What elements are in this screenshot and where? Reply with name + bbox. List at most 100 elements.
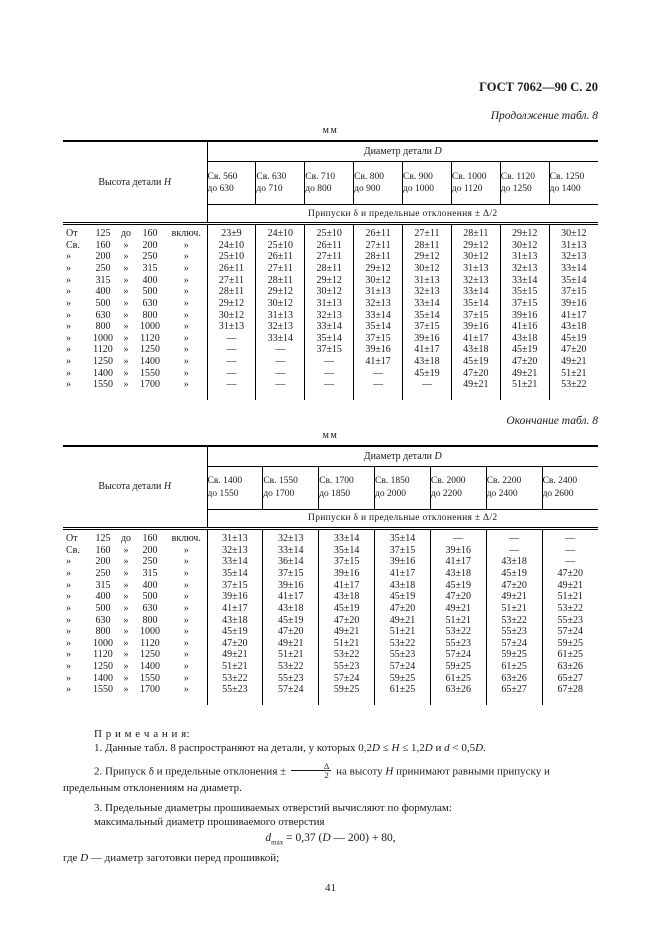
text-run: принимают равными припуску и предельным … xyxy=(63,765,550,794)
row-label-part: » xyxy=(66,321,71,333)
value-cell: 29±12 xyxy=(499,223,550,240)
value-cell: 65±27 xyxy=(485,684,543,696)
value-cell: 53±22 xyxy=(206,672,263,685)
text-run: максимальный диаметр прошиваемого отверс… xyxy=(94,816,325,829)
row-label-grid: » 1120 » 1250 » xyxy=(63,649,207,661)
value-cell: 37±15 xyxy=(450,309,501,322)
value-cell: 37±15 xyxy=(318,556,375,568)
value-cell: 47±20 xyxy=(485,579,543,592)
value-cell: 24±10 xyxy=(206,239,256,252)
value-cell: 45±19 xyxy=(402,367,452,380)
value-cell: 51±21 xyxy=(318,637,375,650)
height-column-header: Высота детали H xyxy=(63,141,208,225)
row-label-part: » xyxy=(183,661,189,673)
row-label-part: 500 xyxy=(142,591,158,603)
row-label-part: » xyxy=(66,356,71,368)
row-label-part: » xyxy=(183,262,189,274)
table-header-row-1: Высота детали H Диаметр детали D xyxy=(63,141,598,225)
value-cell: 51±21 xyxy=(548,367,598,380)
value-cell: 51±21 xyxy=(374,626,431,638)
row-label: Св. 160 » 200 » xyxy=(63,239,208,252)
row-label-part: включ. xyxy=(171,533,201,545)
row-label-part: » xyxy=(183,309,189,321)
value-cell: 65±27 xyxy=(541,672,598,685)
row-label-part: » xyxy=(123,602,129,614)
value-cell: 31±13 xyxy=(450,262,501,275)
row-label-part: » xyxy=(66,579,71,591)
row-label-part: 500 xyxy=(142,286,158,298)
row-label-part: » xyxy=(66,556,71,568)
filler-cell xyxy=(353,390,403,400)
value-cell: 29±12 xyxy=(353,262,403,275)
height-variable: H xyxy=(163,481,172,493)
value-cell: 57±24 xyxy=(429,649,487,662)
value-cell: 32±13 xyxy=(206,544,263,557)
range-line-2: до 1850 xyxy=(319,488,351,499)
value-cell: 59±25 xyxy=(541,637,598,650)
row-label-part: » xyxy=(183,637,189,649)
value-cell: 57±24 xyxy=(318,672,375,685)
table-row: » 200» 250» 25±10 26±11 27±11 28±11 29±12 30±12 3… xyxy=(63,251,598,263)
row-label: » 1120 » 1250 » xyxy=(63,649,208,662)
filler-cell xyxy=(255,390,305,400)
value-cell: — xyxy=(304,379,354,391)
range-line-1: Св. 1850 xyxy=(375,476,410,487)
value-cell: 31±13 xyxy=(255,309,305,322)
value-cell: 37±15 xyxy=(353,332,403,345)
table-row: » 1250» 1400» — — —41±17 43±18 45±19 47±20 49±21 xyxy=(63,356,598,368)
value-cell: 25±10 xyxy=(206,251,256,263)
value-cell: 43±18 xyxy=(485,556,543,568)
value-cell: 57±24 xyxy=(485,637,543,650)
table-row: » 500 » 630 » 41±17 43±18 45±19 47±20 49±21 51±21 5… xyxy=(63,602,598,615)
value-cell: 45±19 xyxy=(499,344,550,357)
row-label-part: 1400 xyxy=(93,672,113,684)
filler-cell xyxy=(450,390,501,400)
value-cell: 51±21 xyxy=(206,661,263,673)
value-cell: — xyxy=(304,367,354,380)
row-label-part: » xyxy=(123,344,129,356)
allowance-header: Припуски δ и предельные отклонения ± Δ/2 xyxy=(207,204,598,225)
row-label-part: » xyxy=(123,684,129,696)
row-label-part: » xyxy=(183,379,189,391)
table-row: » 500» 630» 29±12 30±12 31±13 32±13 33±14 35±14 3… xyxy=(63,297,598,310)
row-label-part: » xyxy=(66,567,71,579)
table1-caption: Продолжение табл. 8 xyxy=(490,110,598,122)
table-header-row-1: Высота детали H Диаметр детали D xyxy=(63,445,598,530)
value-cell: 41±17 xyxy=(548,309,598,322)
row-label-grid: » 1250 » 1400 » xyxy=(63,661,207,673)
value-cell: 30±12 xyxy=(450,251,501,263)
value-cell: — xyxy=(353,367,403,380)
row-label-part: » xyxy=(123,297,129,309)
row-label-part: » xyxy=(183,239,189,251)
value-cell: 32±13 xyxy=(450,274,501,287)
row-label-part: 1550 xyxy=(140,367,160,379)
row-label: » 1250 » 1400 » xyxy=(63,356,208,368)
value-cell: 63±26 xyxy=(485,672,543,685)
row-label-part: » xyxy=(66,286,71,298)
value-cell: 49±21 xyxy=(206,649,263,662)
row-label-part: 200 xyxy=(142,544,158,556)
table-row: » 1120» 1250» — —37±15 39±16 41±17 43±18 45±19 47… xyxy=(63,344,598,357)
filler-cell xyxy=(402,390,452,400)
notes-section: П р и м е ч а н и я: 1. Данные табл. 8 р… xyxy=(63,727,598,865)
text-run: < 0,5 xyxy=(449,741,476,754)
diameter-range-header: Св. 2200 до 2400 xyxy=(485,466,543,510)
range-line-2: до 900 xyxy=(354,184,381,194)
value-cell: 45±19 xyxy=(429,579,487,592)
range-line-1: Св. 1550 xyxy=(263,476,298,487)
value-cell: 43±18 xyxy=(499,332,550,345)
value-cell: 45±19 xyxy=(450,356,501,368)
row-label-part: 200 xyxy=(95,251,111,263)
filler-cell xyxy=(262,695,319,705)
allowance-table-continuation: Высота детали H Диаметр детали D Св. 560 до… xyxy=(63,140,598,400)
table-row: Св. 160 » 200 » 24±10 25±10 26±11 27±11 28±11 29±1… xyxy=(63,239,598,252)
value-cell: 37±15 xyxy=(548,286,598,298)
value-cell: 53±22 xyxy=(429,626,487,638)
value-cell: — xyxy=(541,544,598,557)
row-label-part: » xyxy=(123,672,129,684)
row-label-part: 400 xyxy=(142,274,158,286)
row-label-part: Св. xyxy=(66,544,80,556)
value-cell: 41±17 xyxy=(262,591,319,603)
value-cell: 26±11 xyxy=(255,251,305,263)
range-line-1: Св. 900 xyxy=(403,171,433,182)
